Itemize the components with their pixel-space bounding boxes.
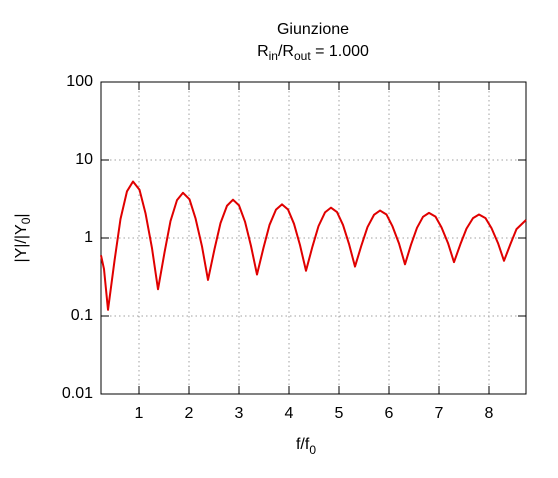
x-tick-label: 1	[135, 405, 144, 422]
x-tick-label: 8	[485, 405, 494, 422]
y-label-part: |	[13, 213, 30, 217]
x-tick-label: 2	[185, 405, 194, 422]
y-tick-label: 100	[66, 73, 93, 90]
y-tick-label: 1	[84, 229, 93, 246]
x-tick-label: 6	[385, 405, 394, 422]
x-label-part: f/f	[296, 436, 310, 453]
plot-frame	[100, 81, 527, 395]
x-axis-label: f/f0	[296, 436, 316, 457]
y-tick-label: 0.01	[62, 385, 93, 402]
x-tick-label: 7	[435, 405, 444, 422]
subtitle-sub: in	[269, 49, 278, 63]
y-axis-label: |Y|/|Y0|	[13, 213, 33, 262]
y-label-part: |Y|/|Y	[13, 224, 30, 263]
y-tick-label: 10	[75, 151, 93, 168]
subtitle-part: /R	[278, 43, 294, 60]
y-label-sub: 0	[19, 217, 33, 224]
subtitle-sub: out	[294, 49, 311, 63]
subtitle-part: = 1.000	[311, 43, 369, 60]
x-tick-label: 3	[235, 405, 244, 422]
chart-title: Giunzione	[277, 21, 349, 38]
data-line	[100, 180, 527, 311]
x-tick-label: 4	[285, 405, 294, 422]
chart-subtitle: Rin/Rout = 1.000	[257, 43, 369, 63]
x-tick-label: 5	[335, 405, 344, 422]
y-tick-label: 0.1	[71, 307, 93, 324]
subtitle-part: R	[257, 43, 269, 60]
x-label-sub: 0	[309, 443, 316, 457]
